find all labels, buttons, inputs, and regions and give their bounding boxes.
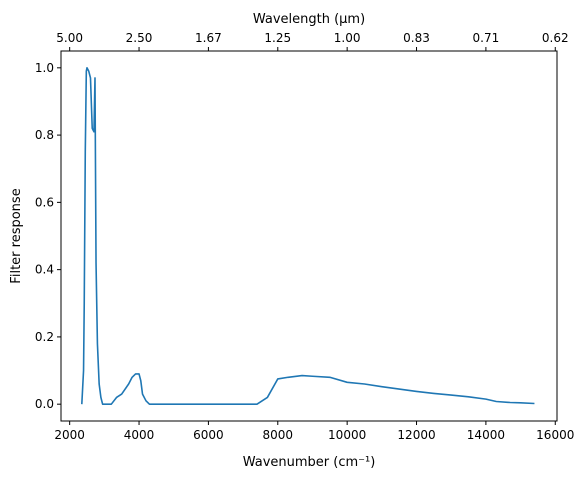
top-tick-label: 1.25	[264, 31, 291, 45]
x-tick-label: 10000	[328, 428, 366, 442]
top-tick-label: 1.00	[334, 31, 361, 45]
y-axis: 0.0 0.2 0.4 0.6 0.8 1.0	[35, 61, 61, 411]
y-tick-label: 1.0	[35, 61, 54, 75]
plot-frame	[60, 50, 558, 422]
top-tick-label: 0.83	[403, 31, 430, 45]
top-tick-label: 0.62	[542, 31, 569, 45]
x-tick-label: 4000	[124, 428, 155, 442]
y-tick-label: 0.8	[35, 128, 54, 142]
top-tick-label: 5.00	[56, 31, 83, 45]
series-layer	[81, 67, 535, 405]
y-tick-label: 0.0	[35, 397, 54, 411]
x-tick-label: 12000	[397, 428, 435, 442]
top-tick-label: 0.71	[473, 31, 500, 45]
top-x-axis: 5.00 2.50 1.67 1.25 1.00 0.83 0.71 0.62	[56, 31, 569, 51]
top-tick-label: 1.67	[195, 31, 222, 45]
top-tick-label: 2.50	[126, 31, 153, 45]
y-tick-label: 0.4	[35, 263, 54, 277]
y-axis-label: Filter response	[9, 188, 24, 283]
x-tick-label: 6000	[193, 428, 224, 442]
x-tick-label: 8000	[263, 428, 294, 442]
x-tick-label: 16000	[536, 428, 574, 442]
top-x-axis-label: Wavelength (μm)	[253, 12, 365, 27]
x-tick-label: 14000	[467, 428, 505, 442]
x-tick-label: 2000	[54, 428, 85, 442]
x-axis-label: Wavenumber (cm⁻¹)	[243, 455, 376, 470]
y-tick-label: 0.6	[35, 195, 54, 209]
bottom-x-axis: 2000 4000 6000 8000 10000 12000 14000 16000	[54, 421, 574, 442]
y-tick-label: 0.2	[35, 330, 54, 344]
series-line-0	[81, 67, 535, 405]
